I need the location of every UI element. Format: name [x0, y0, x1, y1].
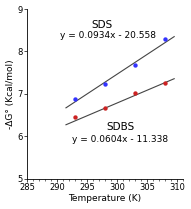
Point	[104, 106, 107, 110]
Text: SDS: SDS	[91, 20, 113, 30]
Point	[134, 63, 137, 67]
Point	[164, 82, 167, 85]
Point	[74, 115, 77, 119]
Point	[134, 91, 137, 94]
Point	[104, 82, 107, 86]
Text: y = 0.0934x - 20.558: y = 0.0934x - 20.558	[60, 31, 156, 40]
Point	[164, 37, 167, 40]
Point	[74, 98, 77, 101]
Text: y = 0.0604x - 11.338: y = 0.0604x - 11.338	[72, 135, 168, 144]
X-axis label: Temperature (K): Temperature (K)	[69, 194, 142, 203]
Text: SDBS: SDBS	[106, 122, 134, 132]
Y-axis label: -ΔG° (Kcal/mol): -ΔG° (Kcal/mol)	[6, 59, 15, 129]
